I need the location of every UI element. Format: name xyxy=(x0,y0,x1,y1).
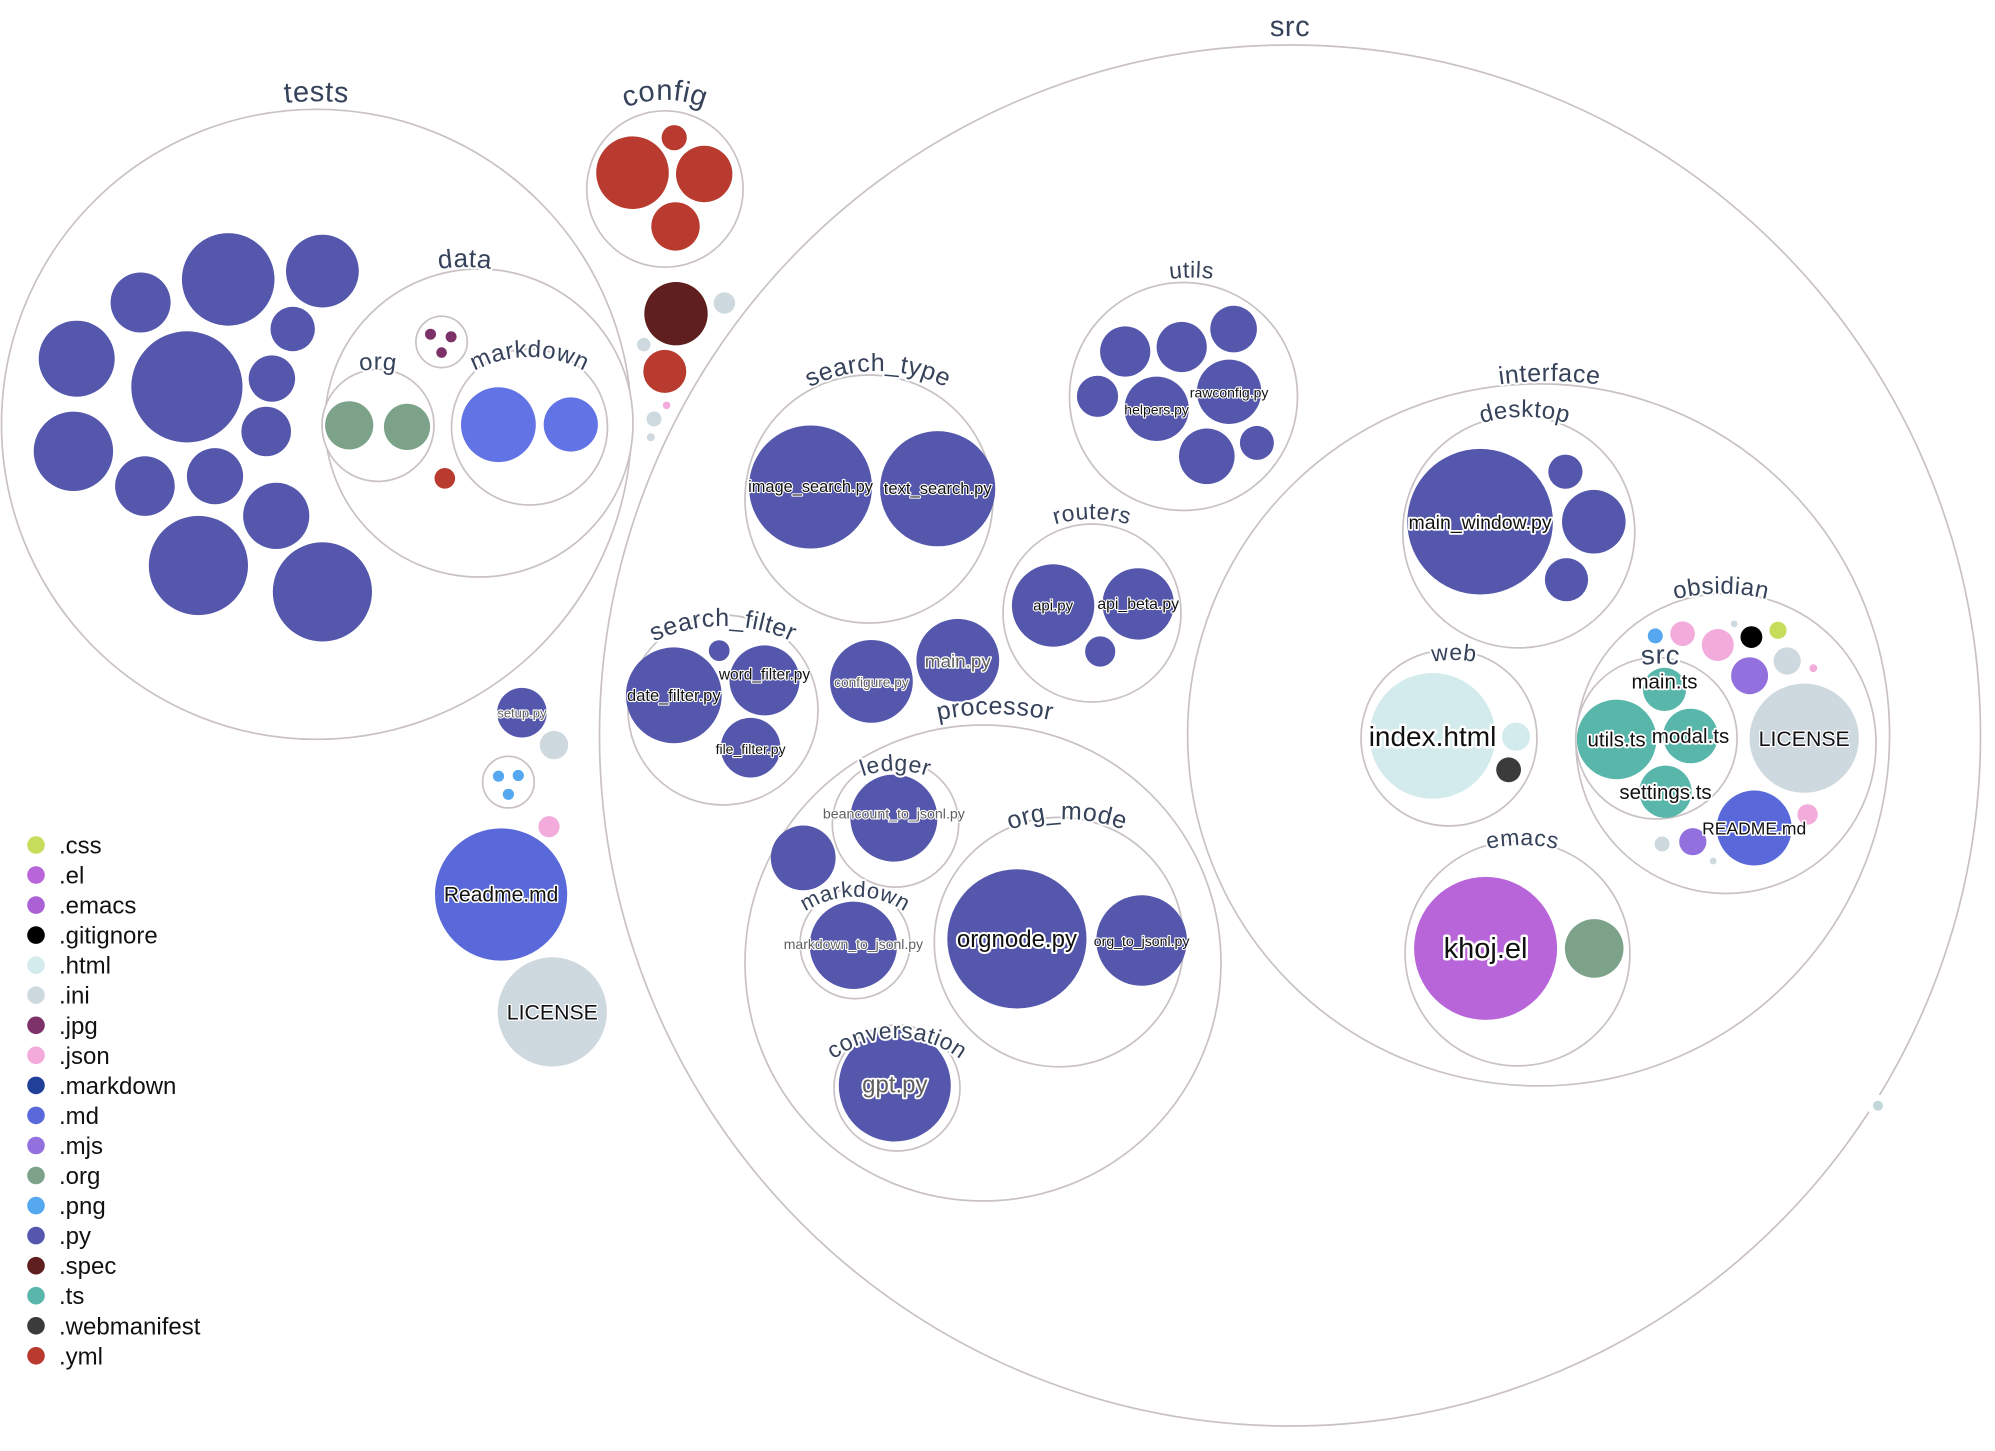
svg-text:.yml: .yml xyxy=(59,1343,103,1370)
svg-text:.py: .py xyxy=(59,1223,91,1250)
svg-text:.ini: .ini xyxy=(59,983,90,1010)
svg-text:Readme.md: Readme.md xyxy=(444,884,558,907)
svg-text:main.ts: main.ts xyxy=(1631,671,1697,694)
svg-text:configure.py: configure.py xyxy=(834,675,909,690)
svg-text:.emacs: .emacs xyxy=(59,893,136,920)
svg-text:helpers.py: helpers.py xyxy=(1124,402,1189,418)
svg-text:khoj.el: khoj.el xyxy=(1444,933,1528,965)
svg-text:modal.ts: modal.ts xyxy=(1652,725,1729,748)
svg-text:image_search.py: image_search.py xyxy=(748,478,874,496)
svg-text:.spec: .spec xyxy=(59,1253,116,1280)
svg-text:.ts: .ts xyxy=(59,1283,84,1310)
svg-text:main.py: main.py xyxy=(925,652,992,673)
svg-text:.webmanifest: .webmanifest xyxy=(59,1313,201,1340)
svg-text:file_filter.py: file_filter.py xyxy=(716,741,786,757)
svg-text:utils: utils xyxy=(1168,256,1216,283)
svg-text:src: src xyxy=(1639,640,1681,671)
svg-text:org_to_jsonl.py: org_to_jsonl.py xyxy=(1094,933,1191,949)
svg-text:data: data xyxy=(436,243,494,275)
svg-text:.org: .org xyxy=(59,1163,100,1190)
svg-text:.mjs: .mjs xyxy=(59,1133,103,1160)
svg-text:orgnode.py: orgnode.py xyxy=(957,926,1077,953)
svg-text:LICENSE: LICENSE xyxy=(1759,727,1850,751)
svg-text:.jpg: .jpg xyxy=(59,1013,98,1040)
svg-text:.json: .json xyxy=(59,1043,110,1070)
svg-text:src: src xyxy=(1270,11,1311,43)
svg-text:.css: .css xyxy=(59,833,102,860)
svg-text:date_filter.py: date_filter.py xyxy=(627,687,721,705)
svg-text:gpt.py: gpt.py xyxy=(862,1072,927,1099)
svg-text:.markdown: .markdown xyxy=(59,1073,176,1100)
svg-text:.html: .html xyxy=(59,953,111,980)
svg-text:setup.py: setup.py xyxy=(497,706,547,721)
svg-text:.el: .el xyxy=(59,863,84,890)
svg-text:config: config xyxy=(618,75,712,114)
svg-text:processor: processor xyxy=(934,692,1056,726)
svg-text:settings.ts: settings.ts xyxy=(1619,781,1711,804)
svg-text:api.py: api.py xyxy=(1033,598,1074,615)
svg-text:interface: interface xyxy=(1497,359,1602,390)
svg-text:markdown_to_jsonl.py: markdown_to_jsonl.py xyxy=(784,936,923,952)
svg-text:text_search.py: text_search.py xyxy=(884,479,993,498)
svg-text:web: web xyxy=(1429,639,1478,667)
svg-text:org: org xyxy=(357,348,398,376)
svg-text:rawconfig.py: rawconfig.py xyxy=(1190,385,1269,401)
svg-text:LICENSE: LICENSE xyxy=(507,1001,598,1025)
svg-text:.gitignore: .gitignore xyxy=(59,923,158,950)
svg-text:word_filter.py: word_filter.py xyxy=(718,667,811,684)
svg-text:emacs: emacs xyxy=(1484,824,1562,854)
svg-text:main_window.py: main_window.py xyxy=(1409,512,1552,534)
svg-text:README.md: README.md xyxy=(1702,819,1806,839)
svg-text:index.html: index.html xyxy=(1369,721,1497,752)
svg-text:.png: .png xyxy=(59,1193,106,1220)
svg-text:utils.ts: utils.ts xyxy=(1588,729,1646,752)
svg-text:beancount_to_jsonl.py: beancount_to_jsonl.py xyxy=(823,807,966,823)
svg-text:.md: .md xyxy=(59,1103,99,1130)
svg-text:api_beta.py: api_beta.py xyxy=(1097,596,1179,613)
svg-text:tests: tests xyxy=(283,76,351,110)
